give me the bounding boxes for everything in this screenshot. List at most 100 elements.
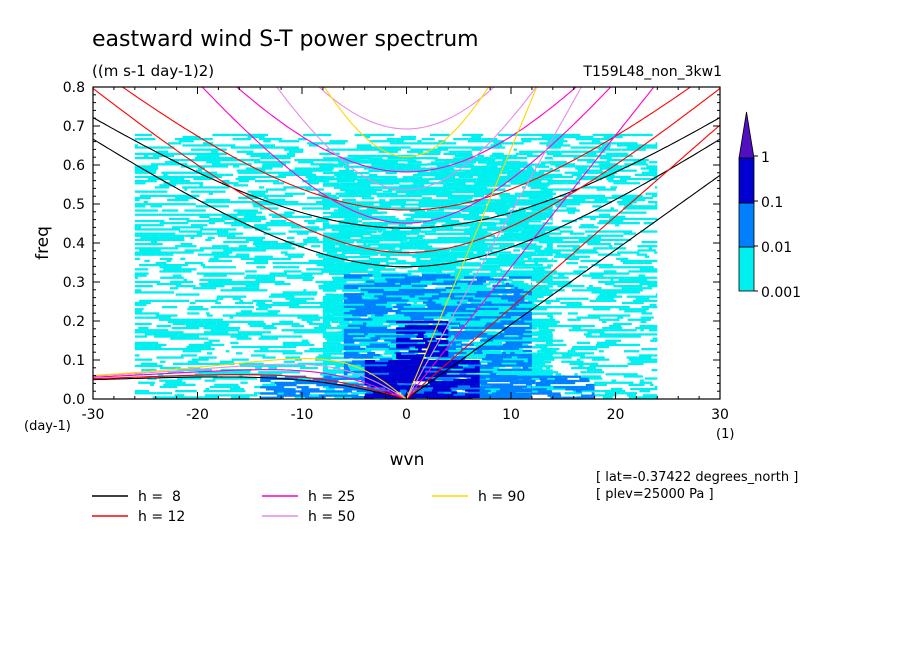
power-cell <box>559 226 572 229</box>
power-cell <box>256 266 266 269</box>
power-cell <box>586 226 599 229</box>
power-cell <box>597 253 615 256</box>
power-cell <box>224 222 246 225</box>
power-cell <box>435 188 442 191</box>
power-cell <box>438 302 445 305</box>
power-cell <box>343 337 353 340</box>
power-cell <box>303 329 319 332</box>
power-cell <box>376 306 397 309</box>
power-cell <box>616 201 637 204</box>
power-cell <box>473 146 490 149</box>
power-cell <box>413 372 430 375</box>
power-cell <box>341 251 348 254</box>
power-cell <box>362 301 388 304</box>
power-cell <box>479 276 490 279</box>
power-cell <box>239 375 243 378</box>
power-cell <box>364 378 388 382</box>
power-cell <box>156 324 172 328</box>
power-cell <box>490 165 498 168</box>
power-cell <box>205 387 210 391</box>
power-cell <box>484 245 488 248</box>
power-cell <box>401 159 409 162</box>
power-cell <box>201 190 226 193</box>
power-cell <box>514 379 536 383</box>
power-cell <box>561 360 584 363</box>
power-cell <box>482 167 498 170</box>
power-cell <box>148 247 169 250</box>
power-cell <box>636 253 648 256</box>
power-cell <box>203 331 229 334</box>
power-cell <box>572 327 581 330</box>
power-cell <box>405 299 409 302</box>
power-cell <box>496 268 502 271</box>
power-cell <box>184 322 199 326</box>
power-cell <box>592 133 606 137</box>
power-cell <box>134 253 142 256</box>
power-cell <box>267 310 281 313</box>
power-cell <box>396 331 400 334</box>
power-cell <box>322 224 331 227</box>
power-cell <box>170 280 194 284</box>
power-cell <box>475 186 480 189</box>
power-cell <box>523 169 537 172</box>
power-cell <box>539 228 549 231</box>
power-cell <box>521 316 532 319</box>
power-cell <box>576 358 581 361</box>
power-cell <box>550 396 563 399</box>
power-cell <box>368 350 372 353</box>
power-cell <box>288 150 304 153</box>
power-cell <box>446 258 457 261</box>
power-cell <box>300 314 313 317</box>
power-cell <box>272 215 287 218</box>
power-cell <box>259 167 273 170</box>
power-cell <box>473 234 495 238</box>
power-cell <box>150 205 162 208</box>
power-cell <box>448 318 461 322</box>
power-cell <box>641 312 653 315</box>
power-cell <box>185 362 191 365</box>
power-cell <box>493 339 518 342</box>
power-cell <box>348 345 361 348</box>
power-cell <box>236 337 252 340</box>
power-cell <box>548 228 553 231</box>
power-cell <box>359 178 372 181</box>
power-cell <box>358 297 370 301</box>
power-cell <box>549 253 553 257</box>
power-cell <box>159 385 178 389</box>
power-cell <box>591 264 602 267</box>
power-cell <box>387 283 412 286</box>
power-cell <box>306 394 314 397</box>
power-cell <box>322 333 341 336</box>
power-cell <box>552 312 562 315</box>
power-cell <box>559 379 578 383</box>
power-cell <box>567 211 576 214</box>
power-cell <box>511 305 517 308</box>
power-cell <box>411 186 428 189</box>
power-cell <box>616 142 638 145</box>
power-cell <box>438 281 445 284</box>
power-cell <box>648 201 658 204</box>
power-cell <box>498 337 523 340</box>
power-cell <box>298 138 307 141</box>
power-cell <box>578 240 601 244</box>
power-cell <box>220 272 245 275</box>
power-cell <box>626 146 642 149</box>
power-cell <box>322 199 332 202</box>
power-cell <box>460 300 474 303</box>
power-cell <box>499 226 522 229</box>
power-cell <box>492 247 506 250</box>
power-cell <box>322 302 346 305</box>
x-tick-label: 20 <box>607 407 625 423</box>
power-cell <box>412 135 417 139</box>
power-cell <box>208 192 213 195</box>
power-cell <box>322 249 342 252</box>
power-cell <box>474 316 493 319</box>
power-cell <box>255 366 262 370</box>
power-cell <box>541 373 553 376</box>
power-cell <box>544 287 549 290</box>
power-cell <box>536 365 548 368</box>
power-cell <box>550 280 573 284</box>
power-cell <box>512 274 533 277</box>
power-cell <box>186 219 194 223</box>
